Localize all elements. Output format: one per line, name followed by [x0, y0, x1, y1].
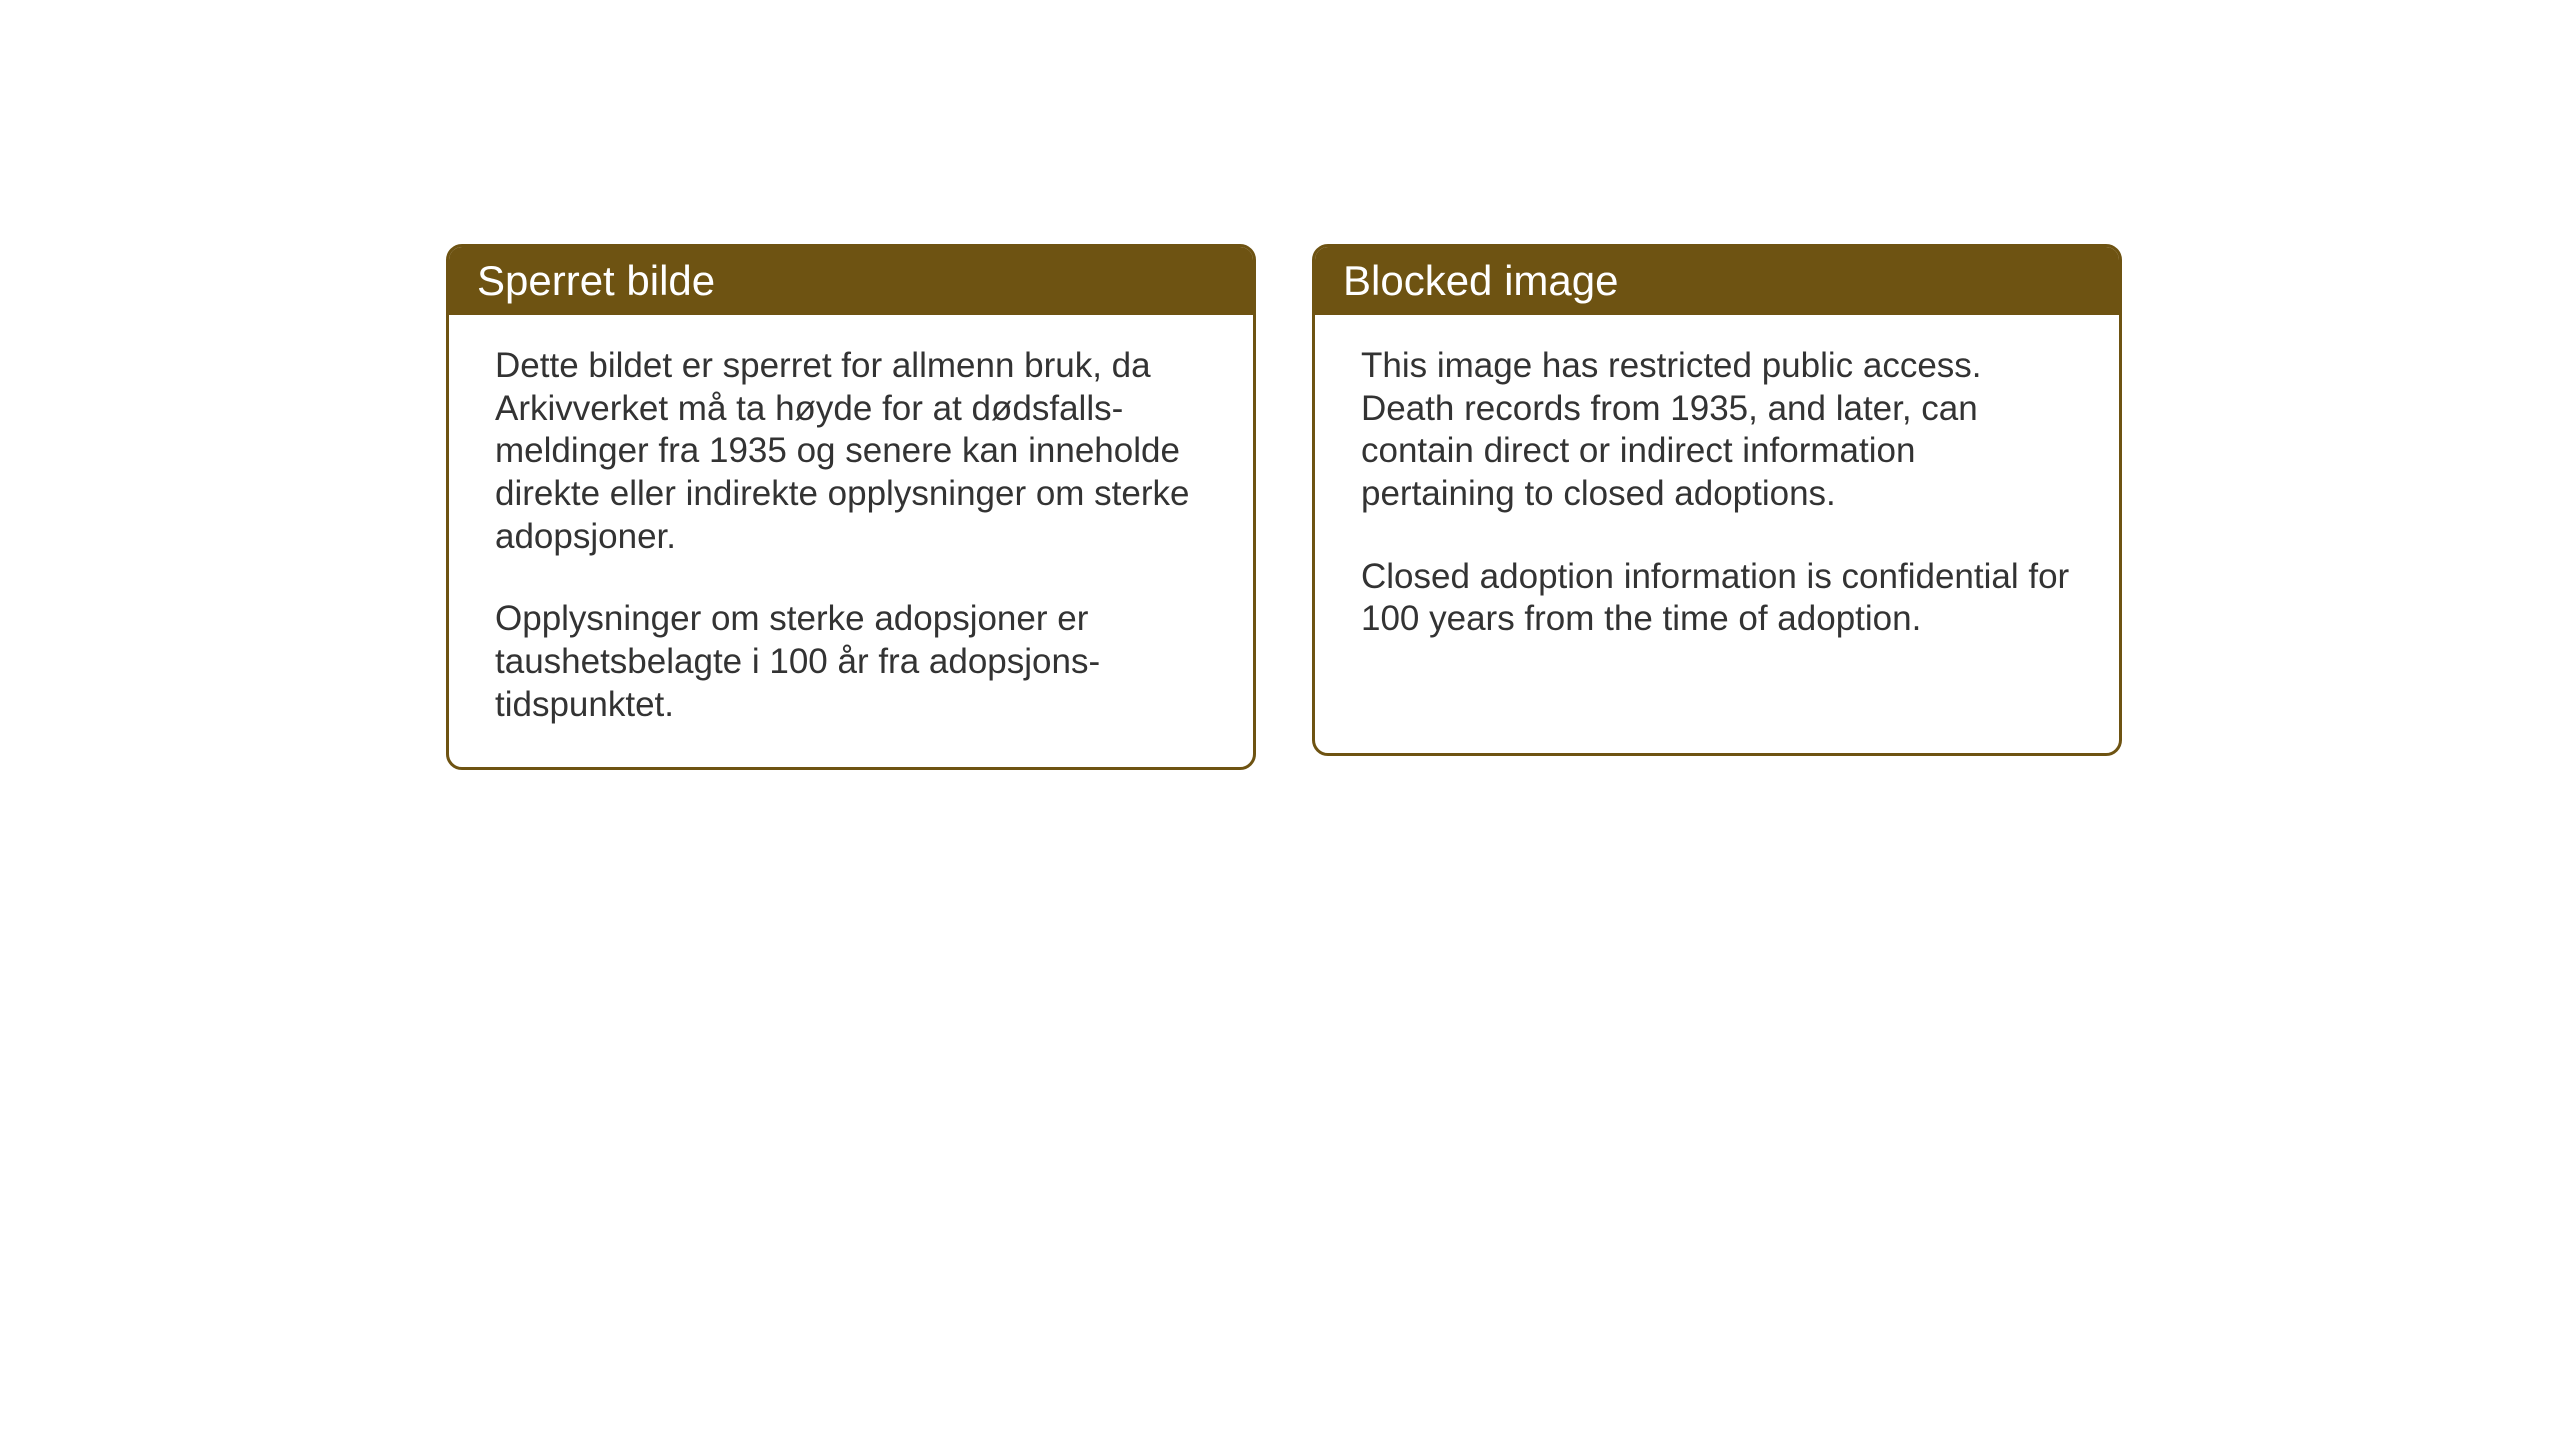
notice-cards-container: Sperret bilde Dette bildet er sperret fo…: [446, 244, 2122, 770]
english-paragraph-1: This image has restricted public access.…: [1361, 345, 2073, 516]
english-card-body: This image has restricted public access.…: [1315, 315, 2119, 681]
english-paragraph-2: Closed adoption information is confident…: [1361, 556, 2073, 641]
norwegian-paragraph-1: Dette bildet er sperret for allmenn bruk…: [495, 345, 1207, 558]
norwegian-notice-card: Sperret bilde Dette bildet er sperret fo…: [446, 244, 1256, 770]
norwegian-paragraph-2: Opplysninger om sterke adopsjoner er tau…: [495, 598, 1207, 726]
english-card-title: Blocked image: [1315, 247, 2119, 315]
english-notice-card: Blocked image This image has restricted …: [1312, 244, 2122, 756]
norwegian-card-body: Dette bildet er sperret for allmenn bruk…: [449, 315, 1253, 767]
norwegian-card-title: Sperret bilde: [449, 247, 1253, 315]
